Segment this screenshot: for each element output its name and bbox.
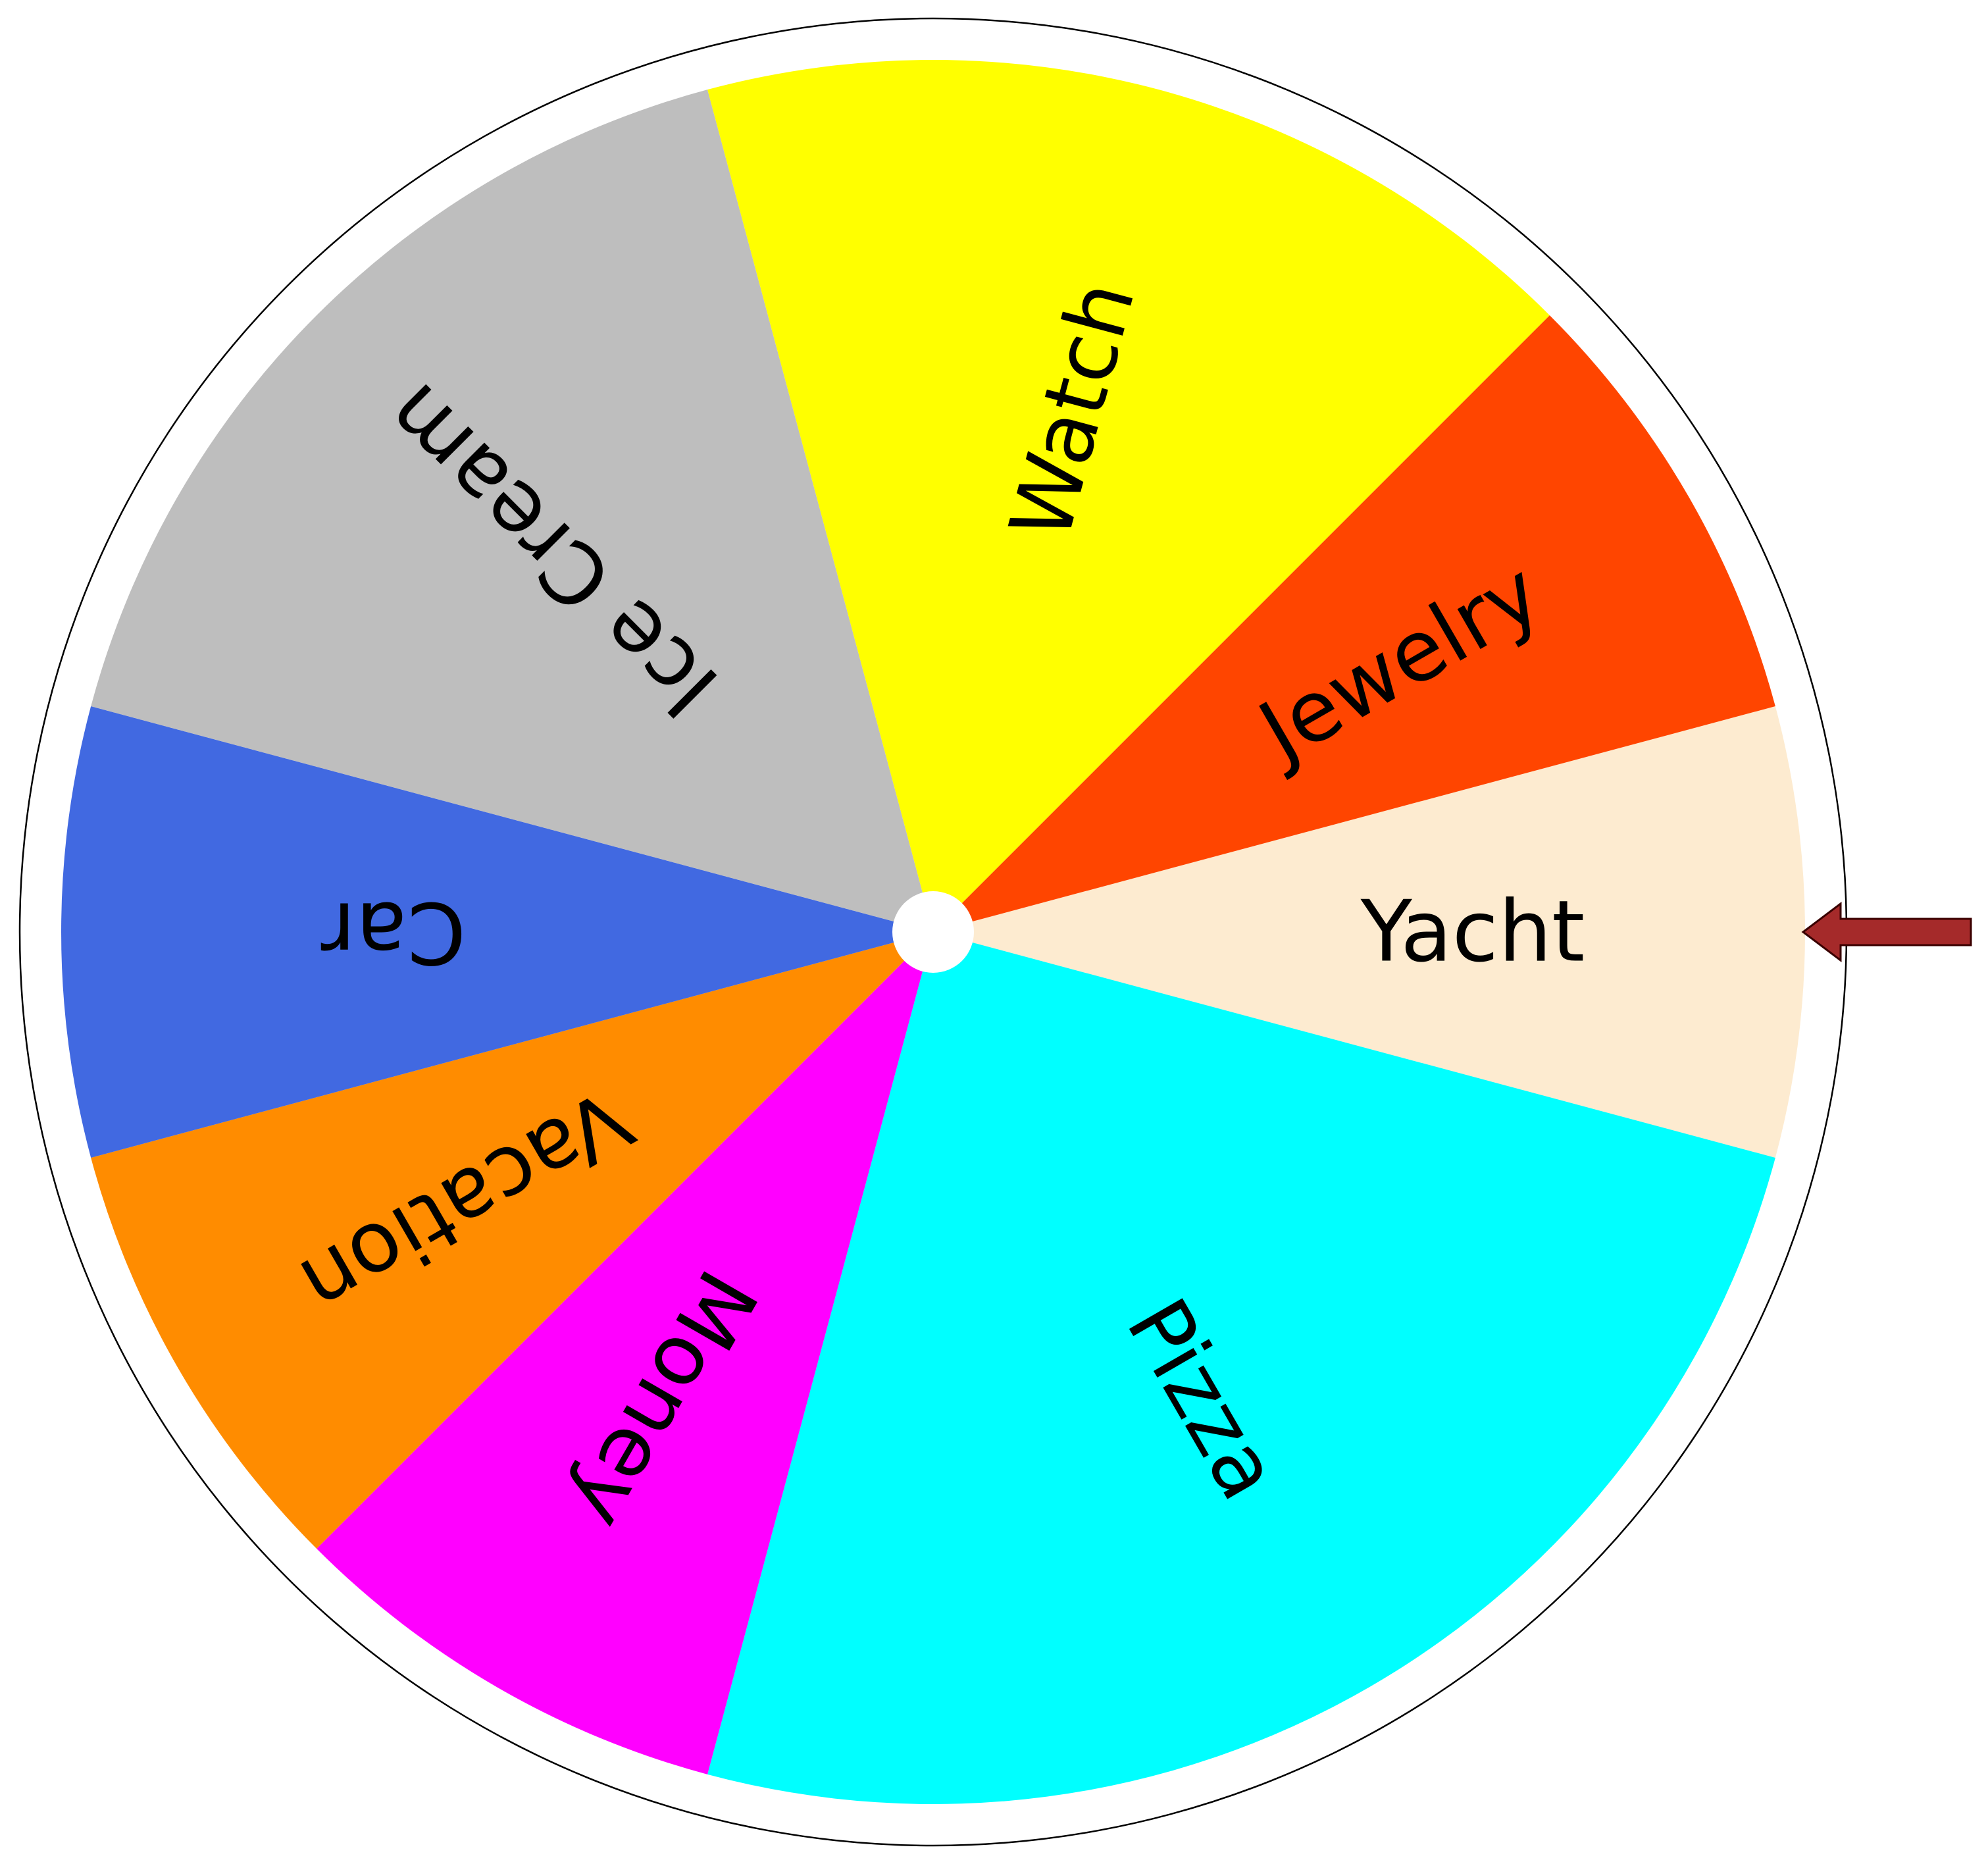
wheel-label-yacht: Yacht [1360, 883, 1585, 981]
wheel-segments [61, 59, 1805, 1804]
wheel-segment-ice-cream [91, 90, 933, 932]
wheel-hub [892, 891, 974, 973]
pointer-arrow-icon [1801, 901, 1972, 963]
wheel-segment-jewelry [933, 315, 1775, 933]
wheel-label-car: Car [320, 883, 466, 981]
wheel-segment-vacation [91, 932, 933, 1549]
wheel-segment-watch [707, 59, 1550, 932]
wheel-segment-yacht [933, 706, 1805, 1158]
wheel-segment-money [317, 932, 934, 1774]
wheel-segment-car [61, 706, 934, 1158]
wheel-segment-pizza [707, 932, 1775, 1804]
